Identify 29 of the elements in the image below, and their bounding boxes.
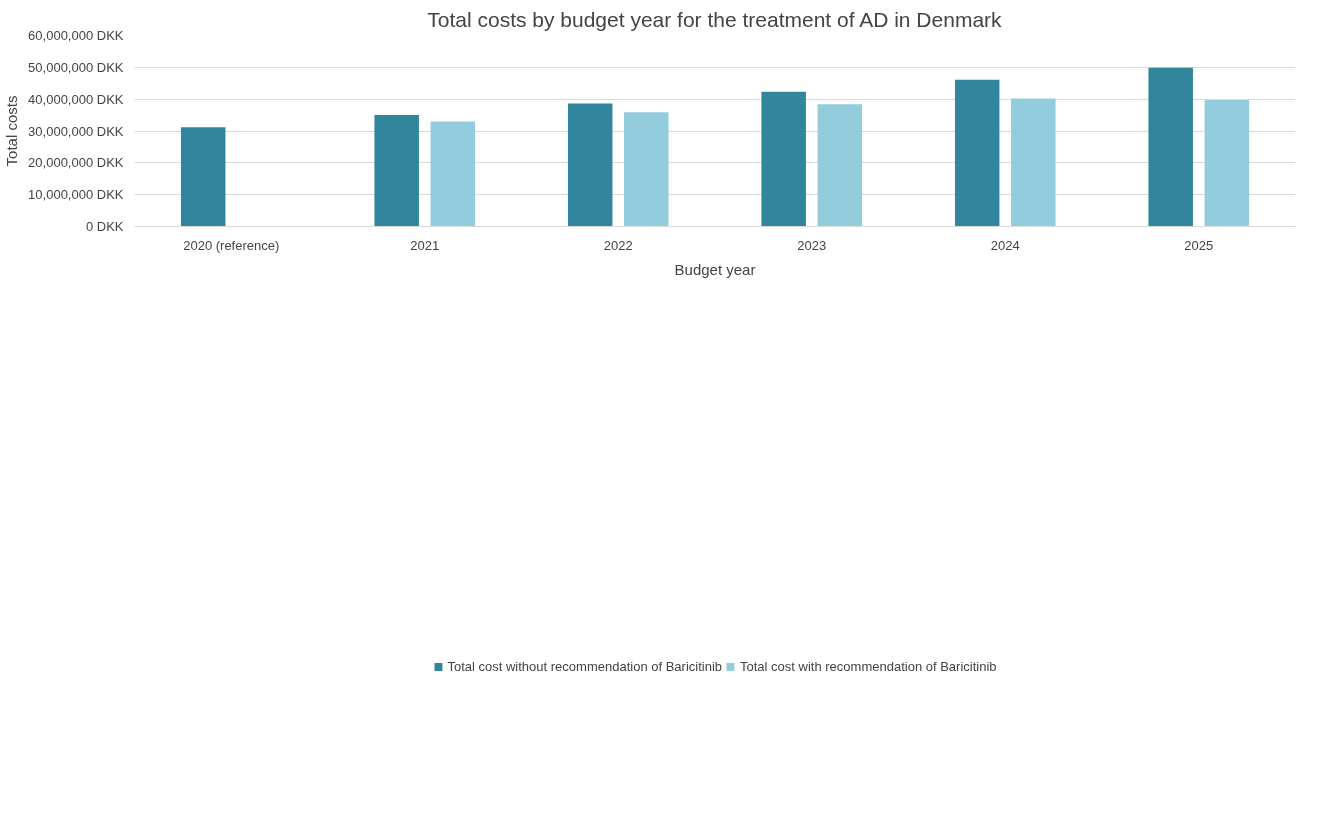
x-tick-label: 2022 xyxy=(603,237,633,253)
y-tick-label: 0 DKK xyxy=(85,219,124,234)
legend-label: Total cost with recommendation of Baricitinib xyxy=(740,658,997,674)
bar xyxy=(1011,98,1056,227)
x-tick-label: 2020 (reference) xyxy=(183,237,280,253)
y-tick-label: 40,000,000 DKK xyxy=(28,91,124,107)
x-tick-label: 2024 xyxy=(990,237,1020,253)
bar xyxy=(624,112,669,227)
y-tick-label: 50,000,000 DKK xyxy=(28,59,124,75)
bar xyxy=(567,103,613,227)
bar xyxy=(180,127,226,227)
x-tick-label: 2025 xyxy=(1184,237,1214,253)
bar xyxy=(817,104,863,227)
bar xyxy=(1148,67,1193,227)
y-tick-label: 10,000,000 DKK xyxy=(28,187,124,203)
legend-label: Total cost without recommendation of Baricitinib xyxy=(447,658,723,674)
y-axis-title: Total costs xyxy=(3,95,21,167)
y-tick-label: 20,000,000 DKK xyxy=(28,155,124,171)
bar xyxy=(954,79,1000,227)
bar xyxy=(761,91,806,227)
y-tick-label: 60,000,000 DKK xyxy=(28,28,124,43)
bar xyxy=(374,115,419,227)
x-tick-label: 2021 xyxy=(410,237,440,253)
bar xyxy=(1204,100,1250,227)
x-tick-label: 2023 xyxy=(797,237,827,253)
y-tick-label: 30,000,000 DKK xyxy=(28,123,124,139)
x-axis-title: Budget year xyxy=(674,260,756,278)
bar xyxy=(430,121,476,227)
chart-title: Total costs by budget year for the treatment of AD in Denmark xyxy=(427,7,1003,31)
